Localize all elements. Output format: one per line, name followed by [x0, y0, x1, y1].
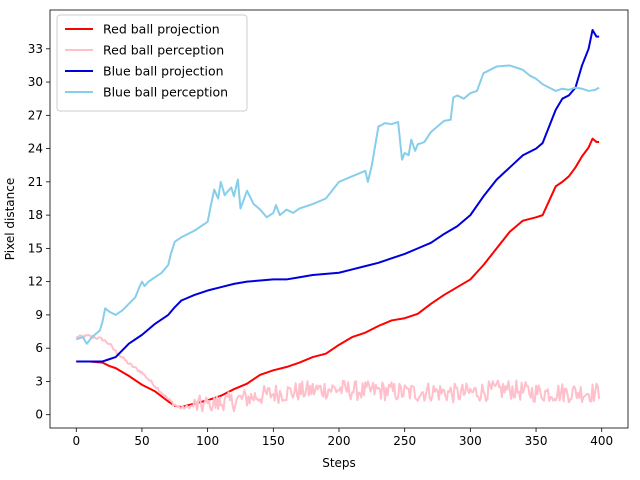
legend-entry: Red ball perception — [103, 43, 224, 58]
x-tick-label: 350 — [525, 434, 548, 448]
y-tick-label: 3 — [35, 374, 43, 388]
x-tick-label: 0 — [72, 434, 80, 448]
y-tick-label: 0 — [35, 408, 43, 422]
legend-entry: Blue ball projection — [103, 64, 224, 79]
x-tick-label: 400 — [590, 434, 613, 448]
x-tick-label: 100 — [196, 434, 219, 448]
x-tick-label: 250 — [393, 434, 416, 448]
legend-entry: Red ball projection — [103, 22, 220, 37]
y-axis-ticks: 0 3 6 9 12 15 18 21 24 27 30 33 — [28, 42, 50, 422]
legend-entry: Blue ball perception — [103, 85, 228, 100]
series-line-blue-ball-projection — [76, 28, 600, 363]
y-tick-label: 6 — [35, 341, 43, 355]
y-tick-label: 24 — [28, 142, 43, 156]
y-tick-label: 33 — [28, 42, 43, 56]
x-tick-label: 150 — [262, 434, 285, 448]
y-tick-label: 27 — [28, 108, 43, 122]
y-tick-label: 18 — [28, 208, 43, 222]
series-line-red-ball-projection — [76, 137, 600, 408]
y-tick-label: 30 — [28, 75, 43, 89]
x-tick-label: 50 — [134, 434, 149, 448]
y-tick-label: 9 — [35, 308, 43, 322]
plot-lines — [75, 28, 601, 413]
x-tick-label: 300 — [459, 434, 482, 448]
y-axis-label: Pixel distance — [3, 178, 17, 260]
series-line-blue-ball-perception — [75, 64, 600, 345]
y-tick-label: 15 — [28, 241, 43, 255]
x-tick-label: 200 — [328, 434, 351, 448]
y-tick-label: 12 — [28, 275, 43, 289]
legend-box — [56, 14, 248, 112]
x-axis-label: Steps — [322, 456, 356, 470]
y-tick-label: 21 — [28, 175, 43, 189]
series-line-red-ball-perception — [75, 333, 601, 413]
legend: Red ball projection Red ball perception Bl… — [56, 14, 248, 112]
x-axis-ticks: 0 50 100 150 200 250 300 350 400 — [72, 428, 613, 448]
